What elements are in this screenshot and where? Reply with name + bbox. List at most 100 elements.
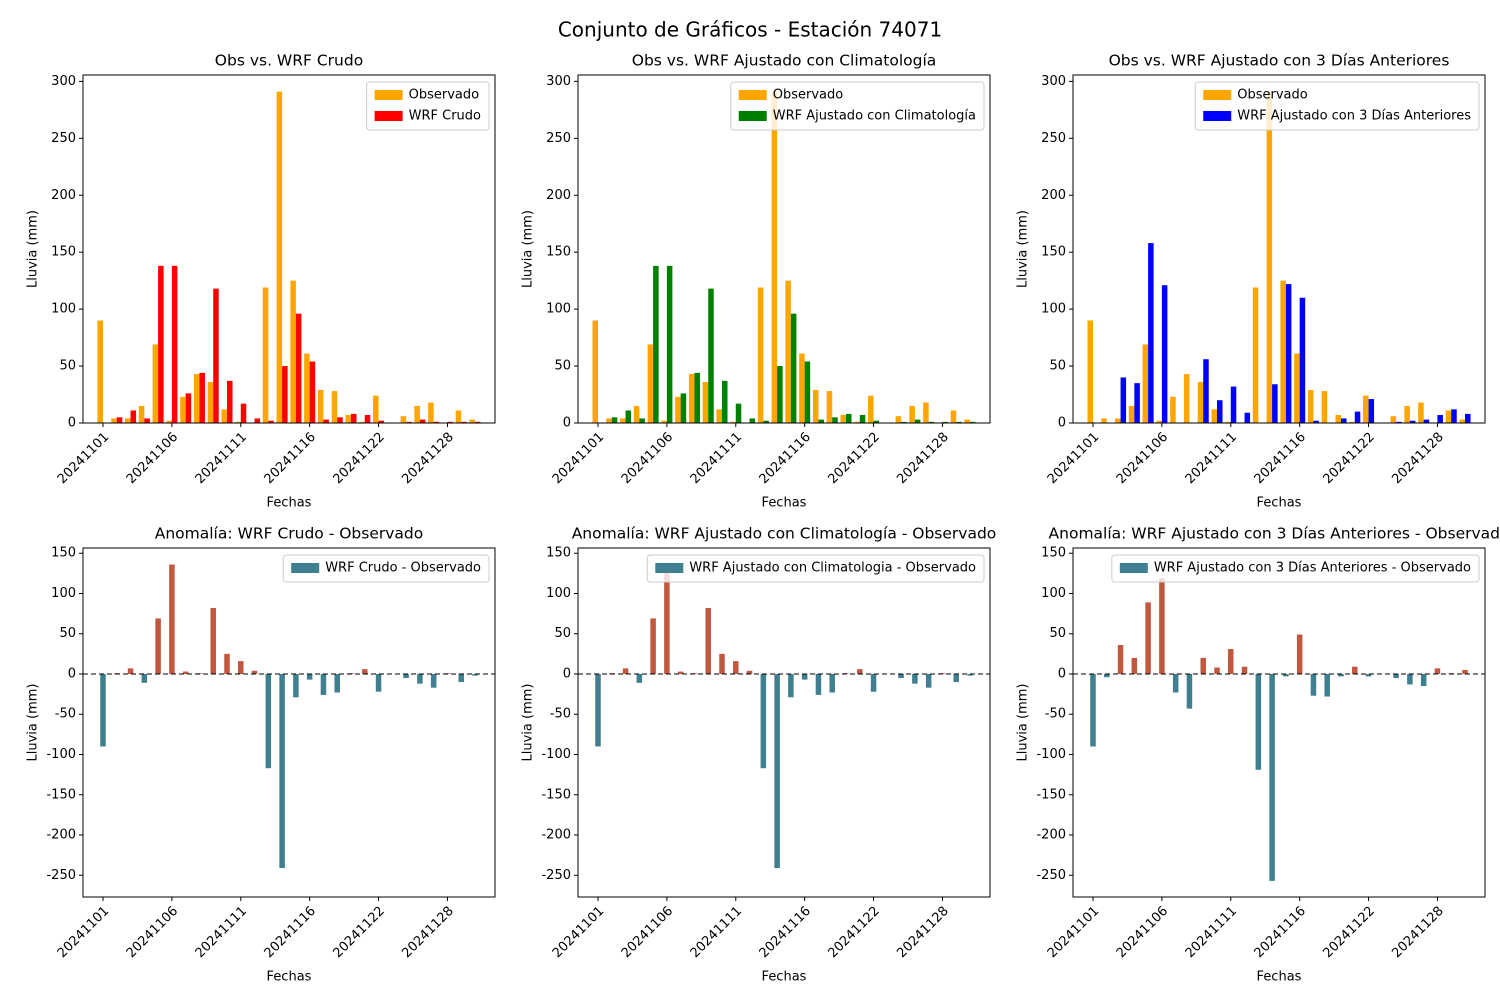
anomaly-bar [1172,673,1179,693]
anomaly-bar [1104,673,1110,678]
subplot-title: Anomalía: WRF Ajustado con 3 Días Anteri… [1049,525,1500,543]
bar [469,419,475,423]
y-tick-label: 100 [51,302,76,317]
bar [419,419,426,423]
bar [1409,420,1416,423]
bar [1307,389,1314,423]
axes-frame [1072,547,1486,898]
bar [694,372,700,423]
legend-label: Observado [1237,88,1308,103]
bar [323,419,329,423]
y-tick-label: 150 [1041,245,1066,260]
bar [790,313,797,423]
bar [1087,320,1093,423]
bar [1368,399,1375,423]
figure-title: Conjunto de Gráficos - Estación 74071 [558,18,942,42]
bar [138,405,145,423]
bar [1341,418,1347,423]
y-tick-label: 300 [546,74,571,89]
legend-swatch [374,90,403,100]
bar [166,420,172,423]
anomaly-bar [774,673,780,869]
bar [702,382,709,423]
y-tick-label: 50 [59,359,76,374]
anomaly-bar [403,673,409,679]
y-tick-label: 100 [546,586,571,601]
y-tick-label: 50 [554,359,571,374]
bar [359,421,365,423]
bar [923,402,929,423]
bar [625,410,632,423]
bar [345,415,351,423]
anomaly-bar [472,673,478,676]
y-tick-label: -250 [541,868,571,883]
bar [1354,411,1361,423]
bar [1299,297,1306,423]
bar [116,417,123,423]
x-axis-label: Fechas [762,970,807,985]
bar [785,280,791,423]
legend-label: Observado [773,88,844,103]
legend: WRF Ajustado con 3 Días Anteriores - Obs… [1111,554,1480,583]
y-tick-label: 0 [563,666,571,681]
legend-swatch [291,563,320,573]
y-tick-label: 100 [546,302,571,317]
y-tick-label: 0 [1058,666,1066,681]
anomaly-bar [224,653,230,674]
anomaly-bar [760,673,767,769]
bar [171,265,178,423]
anomaly-bar [595,673,601,747]
anomaly-bar [1407,673,1413,685]
bar [276,91,283,423]
y-tick-label: 50 [1049,359,1066,374]
axes-frame [1072,74,1486,424]
bar [213,288,219,423]
bar [873,420,880,423]
bar [1423,419,1430,423]
anomaly-bar [362,669,368,674]
y-tick-label: 250 [1041,131,1066,146]
y-tick-label: 200 [1041,188,1066,203]
x-axis-label: Fechas [267,496,312,511]
anomaly-bar [320,673,327,695]
bar [414,405,420,423]
y-tick-label: -100 [46,747,76,762]
anomaly-bar [169,564,175,674]
y-tick-label: -150 [541,787,571,802]
bar [901,421,907,423]
axes-frame [82,74,496,424]
bar [1252,287,1259,423]
legend-swatch [1119,563,1148,573]
bar [475,421,481,423]
bar [735,403,742,423]
anomaly-bar [293,673,299,698]
anomaly-bar [1117,645,1124,674]
anomaly-bar [1324,673,1330,697]
bar [799,353,805,423]
y-tick-label: -150 [1036,787,1066,802]
bar [433,421,440,423]
legend: Observado WRF Ajustado con Climatología [730,81,985,131]
y-axis-label: Lluvia (mm) [521,684,536,762]
y-axis-label: Lluvia (mm) [521,210,536,288]
anomaly-bar [870,673,877,692]
y-tick-label: 0 [68,666,76,681]
y-tick-label: 200 [546,188,571,203]
subplot-title: Obs vs. WRF Ajustado con Climatología [632,52,937,70]
anomaly-bar [1200,657,1206,674]
y-tick-label: -200 [46,828,76,843]
y-tick-label: -150 [46,787,76,802]
bar [461,421,467,423]
y-tick-label: 300 [51,74,76,89]
bar [840,415,846,423]
bar [254,418,261,423]
bar [1321,391,1328,423]
bar [639,418,645,423]
bar [592,320,598,423]
bar [304,353,310,423]
y-tick-label: -100 [1036,747,1066,762]
axes-frame [577,547,991,898]
bar [620,418,626,423]
legend-label: WRF Crudo [409,109,481,124]
y-tick-label: -250 [1036,868,1066,883]
